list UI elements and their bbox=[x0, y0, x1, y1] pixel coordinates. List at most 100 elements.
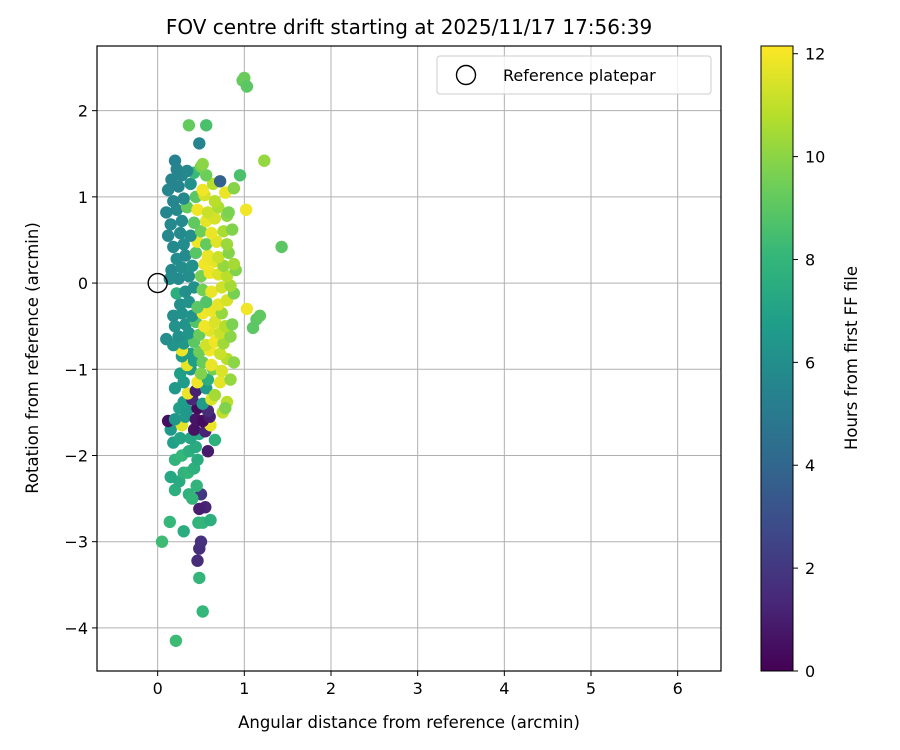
data-point bbox=[193, 137, 206, 150]
data-point bbox=[187, 216, 201, 229]
data-point bbox=[201, 206, 215, 219]
y-tick-label: −1 bbox=[64, 360, 88, 379]
colorbar: 0 2 4 6 8 10 12 Hours from first FF file bbox=[760, 45, 861, 681]
data-point bbox=[275, 240, 288, 254]
data-point bbox=[240, 80, 254, 93]
data-point bbox=[155, 535, 169, 548]
colorbar-tick-label: 8 bbox=[805, 250, 815, 269]
colorbar-tick-label: 0 bbox=[805, 662, 815, 681]
data-point bbox=[164, 470, 177, 484]
data-point bbox=[160, 332, 173, 346]
y-axis: −4 −3 −2 −1 0 1 2 bbox=[64, 102, 97, 638]
data-point bbox=[194, 367, 208, 380]
data-point bbox=[196, 605, 209, 618]
data-point bbox=[222, 206, 235, 219]
data-point bbox=[253, 309, 267, 322]
data-point bbox=[168, 413, 182, 426]
data-point bbox=[208, 315, 222, 329]
data-point bbox=[224, 373, 237, 386]
data-point bbox=[177, 525, 190, 538]
data-point bbox=[169, 634, 183, 647]
x-tick-label: 0 bbox=[153, 679, 163, 698]
legend-label: Reference platepar bbox=[503, 66, 656, 85]
data-point bbox=[161, 229, 175, 242]
data-point bbox=[213, 347, 227, 360]
data-point bbox=[224, 279, 237, 292]
data-point bbox=[208, 433, 222, 447]
y-tick-label: −2 bbox=[64, 446, 88, 465]
x-tick-label: 4 bbox=[499, 679, 509, 698]
legend: Reference platepar bbox=[436, 55, 712, 95]
data-point bbox=[227, 182, 241, 195]
chart-title: FOV centre drift starting at 2025/11/17 … bbox=[166, 15, 652, 39]
data-point bbox=[163, 515, 176, 529]
colorbar-label: Hours from first FF file bbox=[842, 266, 861, 450]
data-point bbox=[191, 203, 204, 216]
colorbar-gradient bbox=[760, 45, 794, 672]
data-point bbox=[182, 270, 196, 283]
legend-marker bbox=[455, 64, 477, 86]
reference-marker bbox=[147, 272, 168, 294]
data-point bbox=[189, 246, 202, 260]
x-tick-label: 6 bbox=[673, 679, 683, 698]
data-point bbox=[226, 318, 239, 331]
x-axis: 0 1 2 3 4 5 6 bbox=[153, 671, 683, 698]
data-point bbox=[180, 164, 194, 178]
data-point bbox=[165, 173, 178, 186]
data-point bbox=[177, 238, 190, 251]
data-point bbox=[227, 356, 241, 369]
x-axis-label: Angular distance from reference (arcmin) bbox=[238, 713, 580, 732]
data-point bbox=[200, 295, 213, 309]
data-point bbox=[172, 272, 185, 285]
data-point bbox=[205, 285, 218, 298]
data-point bbox=[182, 119, 196, 132]
data-point bbox=[168, 382, 182, 395]
data-point bbox=[177, 192, 190, 205]
colorbar-tick-label: 2 bbox=[805, 559, 815, 578]
data-point bbox=[161, 183, 175, 197]
data-point bbox=[200, 238, 213, 251]
y-axis-label: Rotation from reference (arcmin) bbox=[23, 222, 42, 494]
data-point bbox=[191, 554, 204, 567]
data-point bbox=[194, 225, 208, 238]
data-point bbox=[258, 154, 271, 167]
data-point bbox=[224, 330, 237, 343]
data-point bbox=[201, 249, 215, 262]
y-tick-label: 2 bbox=[78, 102, 88, 121]
data-point bbox=[193, 571, 206, 585]
data-point bbox=[175, 214, 189, 228]
data-point bbox=[194, 535, 208, 548]
data-point bbox=[184, 177, 197, 191]
colorbar-tick-label: 12 bbox=[805, 45, 825, 64]
data-point bbox=[168, 320, 182, 333]
data-point bbox=[201, 445, 215, 458]
data-point bbox=[219, 401, 232, 415]
colorbar-tick-label: 4 bbox=[805, 456, 815, 475]
data-point bbox=[205, 358, 218, 372]
data-point bbox=[193, 502, 206, 516]
data-point bbox=[168, 154, 182, 167]
data-point bbox=[190, 479, 203, 492]
data-point bbox=[220, 270, 234, 283]
data-point bbox=[179, 249, 192, 262]
data-point bbox=[220, 238, 234, 251]
y-tick-label: 1 bbox=[78, 188, 88, 207]
data-point bbox=[191, 453, 204, 466]
data-point bbox=[213, 175, 227, 188]
data-point bbox=[160, 206, 173, 219]
data-point bbox=[233, 169, 247, 182]
data-point bbox=[172, 330, 185, 343]
data-point bbox=[227, 257, 241, 271]
data-point bbox=[213, 376, 227, 389]
data-point bbox=[208, 195, 222, 208]
data-point bbox=[174, 367, 187, 380]
data-point bbox=[239, 203, 253, 216]
y-tick-label: 0 bbox=[78, 274, 88, 293]
x-tick-label: 5 bbox=[586, 679, 596, 698]
reference-point bbox=[147, 272, 168, 294]
data-point bbox=[204, 513, 217, 527]
data-point bbox=[196, 183, 209, 197]
data-point bbox=[226, 223, 239, 236]
data-point bbox=[240, 302, 254, 316]
